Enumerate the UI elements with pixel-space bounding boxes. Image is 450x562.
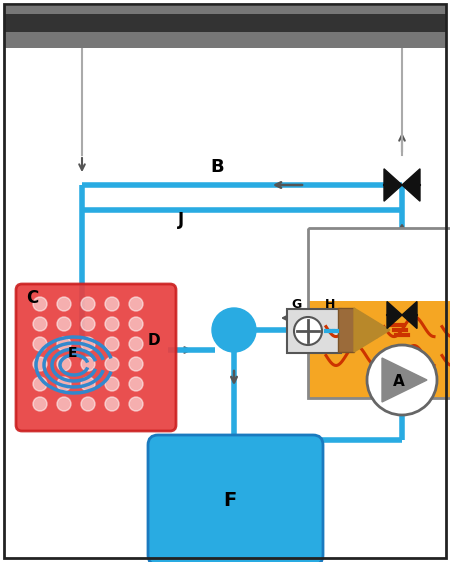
Polygon shape [402,301,417,329]
Circle shape [105,397,119,411]
Circle shape [294,317,322,345]
Circle shape [129,357,143,371]
Text: D: D [148,333,161,348]
Circle shape [129,377,143,391]
Circle shape [81,297,95,311]
Circle shape [57,397,71,411]
FancyBboxPatch shape [148,435,323,562]
Circle shape [81,397,95,411]
Circle shape [105,317,119,331]
Circle shape [33,357,47,371]
Circle shape [57,337,71,351]
Polygon shape [402,169,420,201]
Polygon shape [382,358,427,402]
Polygon shape [354,308,390,352]
Circle shape [129,397,143,411]
Text: B: B [210,158,224,176]
Text: A: A [393,374,405,389]
Polygon shape [387,301,402,329]
Bar [338,308,354,352]
Circle shape [57,297,71,311]
Circle shape [129,337,143,351]
Circle shape [81,337,95,351]
Bar [4,14,446,32]
Circle shape [81,377,95,391]
Bar [4,6,446,48]
Text: F: F [223,491,237,510]
Circle shape [33,337,47,351]
Circle shape [33,317,47,331]
Circle shape [57,377,71,391]
Text: G: G [291,298,301,311]
Circle shape [33,397,47,411]
Bar [308,228,450,301]
Circle shape [367,345,437,415]
Bar [308,228,450,398]
Circle shape [33,377,47,391]
Text: C: C [26,289,38,307]
Bar [308,301,450,398]
Text: J: J [178,211,184,229]
Circle shape [81,317,95,331]
Circle shape [129,297,143,311]
Text: E: E [68,346,77,360]
Circle shape [57,357,71,371]
Circle shape [129,317,143,331]
Circle shape [57,317,71,331]
Text: H: H [325,298,335,311]
Circle shape [105,357,119,371]
Circle shape [105,337,119,351]
FancyBboxPatch shape [287,309,341,353]
FancyBboxPatch shape [16,284,176,431]
Circle shape [105,297,119,311]
Circle shape [81,357,95,371]
Circle shape [105,377,119,391]
Circle shape [33,297,47,311]
Polygon shape [384,169,402,201]
Circle shape [212,308,256,352]
